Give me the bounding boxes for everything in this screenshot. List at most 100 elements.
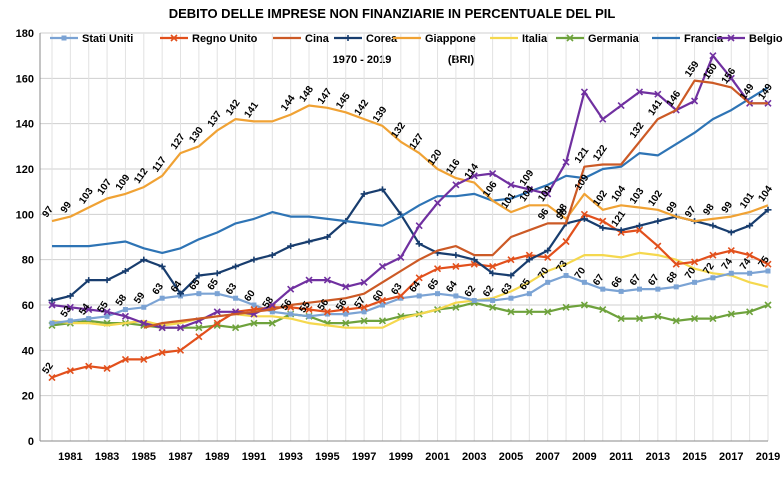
data-label: 70 [683, 265, 699, 281]
data-point [85, 362, 93, 370]
data-label: 65 [518, 277, 534, 293]
data-point [268, 301, 276, 309]
data-label: 149 [756, 82, 775, 102]
data-label: 107 [96, 177, 115, 197]
data-point [471, 297, 477, 303]
data-point [525, 185, 533, 193]
data-label: 127 [169, 132, 188, 152]
data-label: 75 [756, 254, 772, 270]
data-point [525, 256, 533, 263]
data-point [489, 262, 497, 271]
data-point [453, 293, 459, 299]
data-point [342, 319, 350, 327]
data-point [158, 263, 166, 270]
data-point [727, 247, 735, 255]
data-point [672, 317, 680, 325]
data-point [765, 268, 771, 274]
data-label: 65 [206, 277, 222, 293]
legend-label: Cina [305, 33, 330, 45]
data-point [525, 308, 533, 316]
data-point [727, 310, 735, 318]
series-line-belgio [51, 54, 768, 329]
x-tick-label: 2015 [682, 451, 706, 463]
data-label: 97 [683, 204, 699, 220]
data-point [250, 256, 258, 263]
x-tick-label: 1987 [168, 451, 192, 463]
data-point [379, 302, 385, 308]
data-label: 67 [628, 272, 644, 288]
data-point [654, 218, 662, 225]
data-point [746, 251, 754, 259]
data-point [378, 186, 386, 193]
data-label: 73 [554, 258, 570, 274]
data-point [507, 308, 515, 316]
data-label: 63 [224, 281, 240, 297]
data-point [690, 315, 699, 323]
data-point [378, 317, 387, 325]
data-point [709, 52, 717, 60]
data-point [360, 278, 368, 286]
chart-title: DEBITO DELLE IMPRESE NON FINANZIARIE IN … [169, 6, 616, 21]
legend-label: Francia [684, 33, 724, 45]
data-point [433, 199, 442, 207]
data-point [140, 256, 148, 263]
data-point [323, 234, 331, 240]
data-label: 141 [646, 98, 665, 118]
legend-item-corea: Corea [334, 33, 398, 45]
chart-source: (BRI) [448, 54, 475, 66]
axes: 0 20 40 60 80 100 120 140 160 180 1981 1983 1985 1987… [16, 28, 781, 463]
data-point [361, 309, 367, 315]
data-label: 54 [77, 302, 93, 318]
data-label: 65 [426, 277, 442, 293]
x-tick-label: 2019 [756, 451, 780, 463]
data-point [709, 251, 717, 259]
data-point [452, 262, 460, 271]
data-point [66, 292, 74, 299]
data-label: 120 [426, 147, 445, 167]
legend-item-giappone: Giappone [393, 33, 476, 45]
data-label: 64 [444, 279, 460, 295]
data-point [85, 305, 93, 314]
y-tick-label: 40 [22, 345, 34, 357]
series-line-cina [143, 79, 768, 329]
data-point [599, 224, 607, 231]
data-point [709, 315, 717, 323]
legend-label: Giappone [425, 33, 476, 45]
series-line-francia [52, 86, 769, 254]
data-point [49, 320, 55, 326]
data-point [360, 303, 368, 311]
data-label: 122 [591, 143, 610, 163]
data-label: 109 [518, 168, 537, 188]
data-point [544, 308, 552, 316]
data-point [103, 277, 111, 284]
legend-item-francia: Francia [652, 33, 724, 45]
legend-label: Corea [366, 33, 398, 45]
y-tick-label: 20 [22, 391, 34, 403]
data-point [709, 222, 717, 229]
data-label: 102 [591, 188, 610, 208]
data-point [747, 270, 753, 276]
data-point [360, 190, 368, 197]
data-label: 137 [206, 109, 225, 129]
data-label: 144 [279, 93, 298, 113]
data-point [378, 262, 387, 271]
data-label: 63 [151, 281, 167, 297]
data-point [159, 295, 165, 301]
data-point [654, 312, 662, 320]
data-point [544, 190, 552, 198]
data-point [746, 308, 754, 316]
legend: Stati Uniti Regno Unito Cina Corea Giappone I… [50, 33, 783, 45]
data-point [580, 301, 588, 309]
data-point [140, 355, 148, 363]
data-label: 146 [665, 88, 684, 108]
data-point [103, 308, 111, 316]
data-point [507, 181, 515, 189]
x-tick-label: 1997 [352, 451, 376, 463]
series-line-italia [51, 251, 769, 329]
data-point [580, 215, 588, 222]
data-point [470, 256, 478, 263]
data-point [305, 305, 313, 314]
data-point [654, 242, 662, 250]
data-label: 58 [114, 292, 130, 308]
x-tick-label: 2005 [499, 451, 523, 463]
